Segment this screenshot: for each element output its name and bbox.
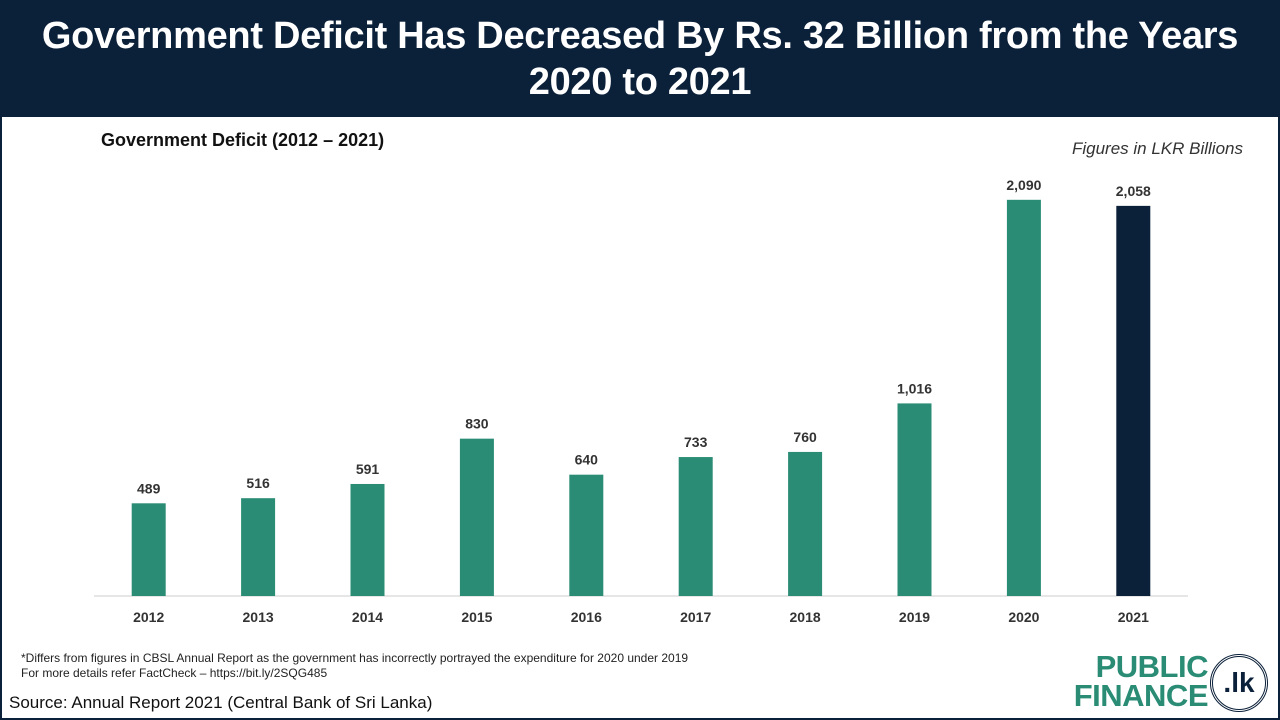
data-label-2017: 733: [684, 434, 708, 450]
x-tick-label-2019: 2019: [899, 609, 930, 625]
bar-2019: [897, 403, 932, 596]
logo-badge: .lk: [1210, 654, 1268, 712]
logo-line-2: FINANCE: [1073, 678, 1209, 713]
x-tick-label-2015: 2015: [461, 609, 492, 625]
bar-2017: [678, 457, 713, 596]
logo-line-1: PUBLIC: [1095, 649, 1209, 684]
bar-2012: [131, 503, 166, 596]
data-label-2019: 1,016: [897, 380, 932, 396]
x-tick-label-2014: 2014: [352, 609, 383, 625]
chart-title: Government Deficit (2012 – 2021): [101, 130, 385, 150]
x-tick-label-2016: 2016: [571, 609, 602, 625]
data-label-2018: 760: [793, 429, 817, 445]
x-tick-label-2018: 2018: [790, 609, 821, 625]
data-label-2020: 2,090: [1006, 177, 1041, 193]
data-label-2013: 516: [246, 475, 270, 491]
units-note: Figures in LKR Billions: [1071, 139, 1243, 158]
header-banner: Government Deficit Has Decreased By Rs. …: [0, 0, 1280, 117]
bar-2021: [1116, 205, 1151, 596]
logo-text: PUBLIC FINANCE: [1070, 649, 1209, 713]
bar-2020: [1006, 199, 1041, 596]
x-tick-label-2017: 2017: [680, 609, 711, 625]
page-title: Government Deficit Has Decreased By Rs. …: [41, 14, 1239, 103]
data-label-2012: 489: [137, 480, 161, 496]
bar-2016: [569, 474, 604, 596]
footnote-line-1: *Differs from figures in CBSL Annual Rep…: [21, 651, 689, 665]
bar-2015: [459, 438, 494, 596]
data-label-2015: 830: [465, 416, 489, 432]
footnote-line-2: For more details refer FactCheck – https…: [21, 666, 328, 680]
bar-2018: [788, 451, 823, 596]
public-finance-logo: PUBLIC FINANCE .lk: [1070, 649, 1270, 716]
data-label-2016: 640: [575, 452, 599, 468]
data-label-2014: 591: [356, 461, 380, 477]
footnote: *Differs from figures in CBSL Annual Rep…: [21, 651, 688, 681]
x-tick-label-2020: 2020: [1008, 609, 1039, 625]
source-text: Source: Annual Report 2021 (Central Bank…: [9, 693, 433, 712]
x-tick-label-2012: 2012: [133, 609, 164, 625]
bar-2013: [241, 498, 276, 596]
data-label-2021: 2,058: [1116, 183, 1151, 199]
x-tick-label-2021: 2021: [1118, 609, 1149, 625]
bar-2014: [350, 483, 385, 596]
x-tick-label-2013: 2013: [243, 609, 274, 625]
